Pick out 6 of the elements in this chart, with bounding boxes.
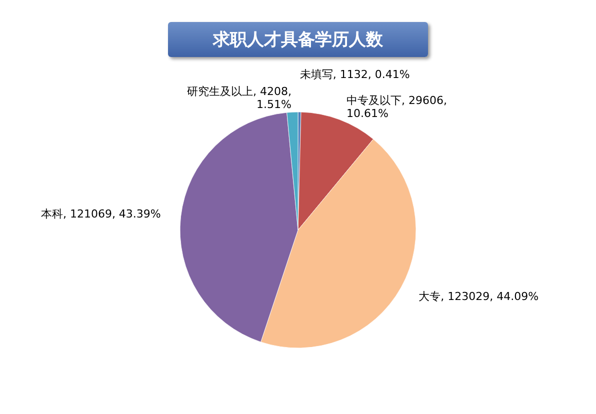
chart-title: 求职人才具备学历人数 <box>168 22 428 57</box>
slice-label: 未填写, 1132, 0.41% <box>300 68 410 82</box>
slice-label: 本科, 121069, 43.39% <box>40 207 161 220</box>
slice-label: 中专及以下, 29606, 10.61% <box>346 94 447 120</box>
slice-label: 研究生及以上, 4208, 1.51% <box>186 85 292 112</box>
slice-label: 大专, 123029, 44.09% <box>418 290 539 303</box>
